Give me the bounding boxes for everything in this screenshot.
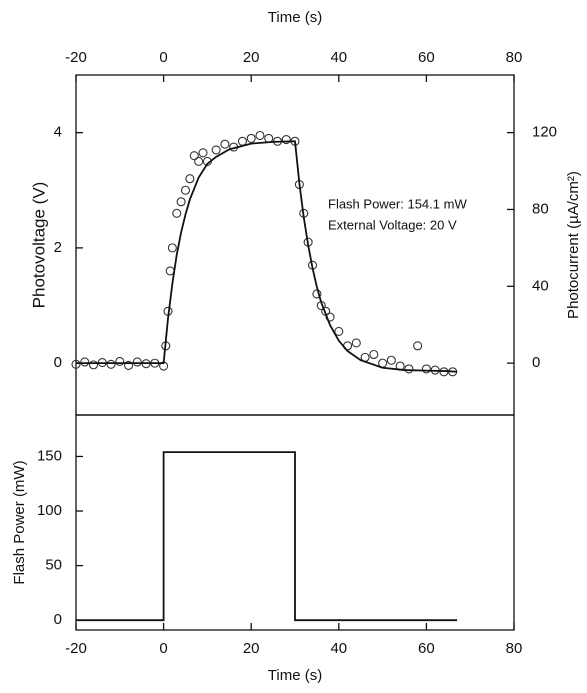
y-axis-title: Photovoltage (V): [29, 182, 48, 309]
x-tick-label: 40: [330, 49, 347, 66]
data-point: [80, 357, 90, 367]
x-tick-label: 20: [243, 640, 260, 657]
y2-tick-label: 40: [532, 277, 549, 294]
x-tick-label: 80: [506, 49, 523, 66]
data-point: [246, 133, 256, 143]
x-tick-label: 0: [159, 640, 167, 657]
x-axis-title: Time (s): [268, 667, 322, 684]
data-point: [185, 174, 195, 184]
data-point: [115, 356, 125, 366]
panel: -20 0 20 40 60 80 Time (s) 0 2 4 Photovoltage (V) 0…: [29, 9, 582, 416]
data-point: [211, 145, 221, 155]
data-point: [124, 360, 134, 370]
data-point: [180, 185, 191, 195]
data-point: [369, 349, 379, 360]
data-point: [413, 341, 423, 351]
data-point: [132, 357, 142, 367]
data-point: [189, 151, 199, 161]
x-axis-title: Time (s): [268, 9, 322, 26]
x-tick-label: 20: [243, 49, 260, 66]
data-point: [172, 208, 182, 218]
y2-axis-title: Photocurrent (µA/cm²): [565, 171, 582, 319]
data-point: [220, 139, 230, 149]
plot-frame: [75, 414, 515, 631]
y2-tick-label: 80: [532, 200, 549, 217]
data-point: [404, 364, 414, 374]
data-point: [237, 136, 247, 146]
x-tick-label: 60: [418, 640, 435, 657]
data-line: [76, 140, 458, 373]
data-point: [167, 243, 177, 253]
data-point: [176, 197, 186, 207]
data-point: [255, 130, 265, 141]
annotation: External Voltage: 20 V: [328, 217, 457, 232]
y2-tick-label: 0: [532, 354, 540, 371]
y-tick-label: 0: [54, 354, 62, 371]
x-tick-label: -20: [65, 640, 87, 657]
data-point: [281, 134, 291, 145]
y-tick-label: 50: [45, 557, 62, 574]
y-tick-label: 150: [37, 447, 62, 464]
data-point: [386, 355, 396, 365]
y-tick-label: 4: [54, 124, 62, 141]
data-point: [198, 148, 208, 158]
annotation: Flash Power: 154.1 mW: [328, 196, 467, 211]
y-tick-label: 100: [37, 502, 62, 519]
x-tick-label: 80: [506, 640, 523, 657]
data-point: [194, 156, 204, 166]
x-tick-label: 60: [418, 49, 435, 66]
data-point: [421, 364, 431, 374]
y2-tick-label: 120: [532, 124, 557, 141]
data-point: [71, 359, 81, 369]
data-point: [351, 338, 361, 348]
data-line: [76, 451, 458, 622]
data-point: [88, 360, 99, 370]
y-tick-label: 0: [54, 611, 62, 628]
x-tick-label: 0: [159, 49, 167, 66]
x-tick-label: -20: [65, 49, 87, 66]
y-tick-label: 2: [54, 239, 62, 256]
data-point: [334, 326, 344, 336]
data-point: [106, 359, 116, 369]
x-tick-label: 40: [330, 640, 347, 657]
y-axis-title: Flash Power (mW): [11, 460, 28, 584]
